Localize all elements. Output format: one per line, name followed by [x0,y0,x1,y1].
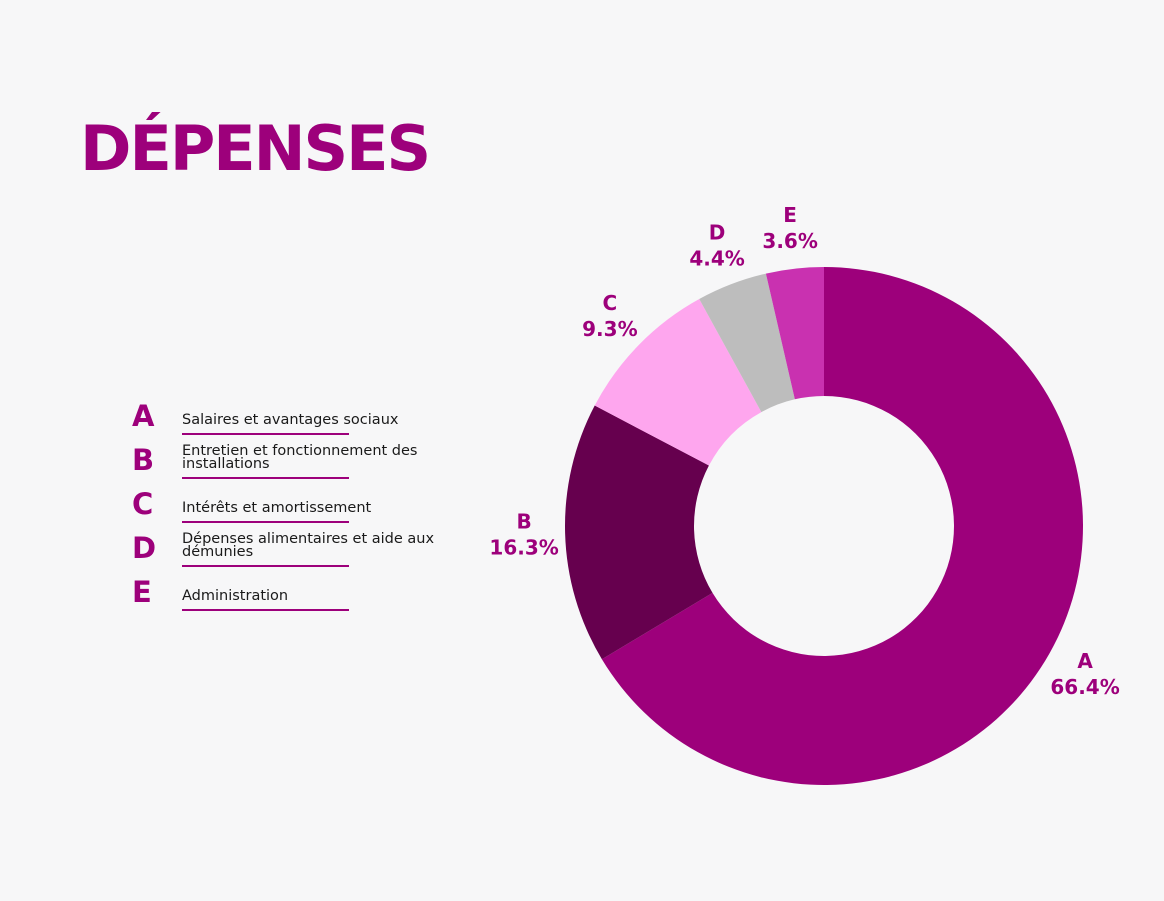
legend-label: Salaires et avantages sociaux [182,412,399,428]
legend-item-d: D Dépenses alimentaires et aide aux dému… [130,530,460,574]
legend-letter: B [132,443,155,477]
legend-item-e: E Administration [130,574,460,618]
slice-category: E [783,203,797,227]
slice-label-b: B 16.3% [489,509,558,559]
slice-percent: 16.3% [489,535,558,559]
legend-underline [182,433,349,435]
donut-slice-a [601,267,1083,785]
slice-label-c: C 9.3% [582,291,637,341]
legend: A Salaires et avantages sociaux B Entret… [130,398,460,618]
slice-category: C [603,291,618,315]
donut-slice-d [699,273,795,413]
slice-category: D [709,221,726,245]
slice-percent: 9.3% [582,317,637,341]
page-title: DÉPENSES [80,112,431,185]
legend-underline [182,609,349,611]
legend-letter: D [132,531,157,565]
slice-label-d: D 4.4% [689,221,744,271]
legend-label: Intérêts et amortissement [182,500,372,516]
slice-percent: 3.6% [762,229,817,253]
slice-category: B [516,509,531,533]
legend-item-a: A Salaires et avantages sociaux [130,398,460,442]
slice-percent: 4.4% [689,247,744,271]
legend-underline [182,521,349,523]
slice-label-a: A 66.4% [1050,649,1119,699]
legend-letter: E [132,575,152,609]
legend-letter: C [132,487,154,521]
legend-item-c: C Intérêts et amortissement [130,486,460,530]
donut-slice-c [594,299,762,466]
legend-label: Administration [182,588,289,604]
slice-label-e: E 3.6% [762,203,817,253]
donut-slice-b [565,405,713,660]
legend-item-b: B Entretien et fonctionnement des instal… [130,442,460,486]
slice-percent: 66.4% [1050,675,1119,699]
donut-slice-e [765,267,824,400]
legend-label: Entretien et fonctionnement des installa… [182,443,418,472]
slice-category: A [1077,649,1093,673]
legend-letter: A [132,399,155,433]
legend-underline [182,565,349,567]
legend-label: Dépenses alimentaires et aide aux démuni… [182,531,435,560]
legend-underline [182,477,349,479]
